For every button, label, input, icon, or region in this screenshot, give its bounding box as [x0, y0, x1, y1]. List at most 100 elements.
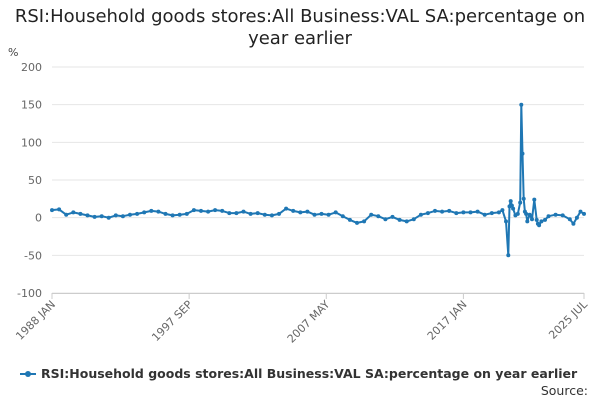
- data-point: [509, 203, 514, 208]
- legend: RSI:Household goods stores:All Business:…: [20, 366, 577, 381]
- data-point: [78, 211, 83, 216]
- x-tick-label: 1997 SEP: [149, 298, 195, 344]
- data-point: [85, 213, 90, 218]
- x-axis: [51, 293, 585, 299]
- data-point: [120, 214, 125, 219]
- data-point: [99, 214, 104, 219]
- data-point: [376, 214, 381, 219]
- data-point: [213, 208, 218, 213]
- y-tick-label: 100: [21, 136, 42, 149]
- data-point: [525, 219, 530, 224]
- data-point: [362, 219, 367, 224]
- data-point: [142, 210, 147, 215]
- data-point: [170, 213, 175, 218]
- data-point: [461, 210, 466, 215]
- data-point: [571, 221, 576, 226]
- data-point: [546, 214, 551, 219]
- data-point: [298, 210, 303, 215]
- data-point: [241, 209, 246, 214]
- data-point: [440, 209, 445, 214]
- data-point: [527, 212, 532, 217]
- data-point: [326, 212, 331, 217]
- data-point: [515, 211, 520, 216]
- y-tick-label: 150: [21, 99, 42, 112]
- data-point: [177, 212, 182, 217]
- data-point: [305, 209, 310, 214]
- data-point: [468, 210, 473, 215]
- series-layer: [50, 102, 586, 258]
- data-point: [113, 213, 118, 218]
- data-point: [524, 211, 529, 216]
- data-point: [128, 212, 132, 217]
- data-point: [553, 212, 558, 217]
- y-axis-unit: %: [8, 46, 18, 59]
- y-tick-label: 200: [21, 61, 42, 74]
- data-point: [312, 212, 317, 217]
- data-point: [383, 217, 388, 222]
- data-point: [578, 209, 583, 214]
- data-point: [504, 219, 508, 224]
- data-point: [277, 211, 281, 216]
- data-point: [530, 217, 534, 222]
- data-point: [184, 211, 189, 216]
- data-point: [508, 199, 513, 204]
- data-point: [220, 208, 225, 213]
- data-point: [291, 208, 296, 213]
- data-point: [418, 212, 423, 217]
- chart-title: RSI:Household goods stores:All Business:…: [14, 6, 586, 49]
- y-tick-label: 0: [35, 212, 42, 225]
- data-point: [518, 200, 523, 205]
- data-point: [506, 253, 511, 258]
- data-point: [500, 208, 505, 213]
- data-point: [206, 209, 211, 214]
- data-point: [284, 206, 289, 211]
- data-point: [511, 206, 516, 211]
- y-tick-labels: 200 150 100 50 0 -50 -100: [17, 61, 42, 300]
- data-point: [521, 196, 526, 201]
- x-tick-label: 2025 JUL: [546, 297, 590, 341]
- x-tick-label: 1988 JAN: [13, 298, 58, 343]
- data-point: [340, 214, 345, 219]
- data-point: [64, 212, 69, 217]
- data-point: [534, 217, 539, 222]
- data-point: [582, 211, 586, 216]
- data-point: [567, 217, 572, 222]
- x-tick-labels: 1988 JAN 1997 SEP 2007 MAY 2017 JAN 2025 JUL: [13, 297, 590, 345]
- data-point: [519, 102, 524, 107]
- data-point: [319, 211, 324, 216]
- data-point: [447, 208, 452, 213]
- data-point: [560, 213, 565, 218]
- data-point: [411, 217, 416, 222]
- data-point: [390, 214, 395, 219]
- data-point: [489, 211, 494, 216]
- data-point: [433, 208, 437, 213]
- y-tick-label: -100: [17, 287, 42, 300]
- data-point: [537, 223, 542, 228]
- source-label: Source:: [540, 383, 588, 398]
- data-point: [71, 210, 76, 215]
- data-point: [333, 210, 338, 215]
- data-point: [50, 208, 54, 213]
- data-point: [92, 214, 97, 219]
- data-point: [262, 212, 267, 217]
- data-point: [106, 215, 111, 220]
- data-point: [234, 211, 239, 216]
- data-point: [355, 220, 359, 225]
- x-tick-label: 2017 JAN: [425, 298, 470, 343]
- data-point: [520, 151, 525, 156]
- data-point: [149, 208, 154, 213]
- data-point: [404, 219, 409, 224]
- data-point: [454, 211, 459, 216]
- y-tick-label: 50: [28, 174, 42, 187]
- data-point: [539, 219, 544, 224]
- data-point: [532, 197, 537, 202]
- data-point: [574, 215, 579, 220]
- y-tick-label: -50: [24, 249, 42, 262]
- x-tick-label: 2007 MAY: [285, 298, 333, 346]
- data-point: [482, 212, 487, 217]
- data-point: [227, 211, 232, 216]
- data-point: [57, 207, 62, 212]
- data-point: [475, 209, 480, 214]
- data-point: [191, 208, 196, 213]
- data-point: [397, 217, 402, 222]
